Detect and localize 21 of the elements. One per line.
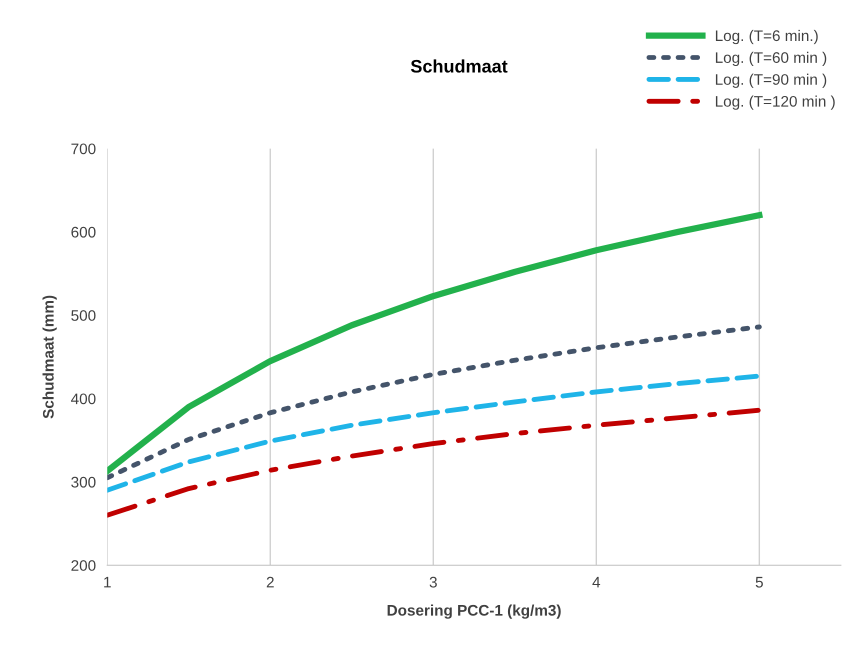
legend-label: Log. (T=60 min ) [716,52,826,66]
y-tick-label: 400 [71,393,96,404]
y-axis-title: Schudmaat (mm) [42,296,57,418]
line-series [107,408,762,518]
x-tick-label: 4 [592,576,600,588]
y-tick-label: 700 [71,143,96,154]
chart-title: Schudmaat [410,59,508,73]
x-axis-title: Dosering PCC-1 (kg/m3) [388,604,561,619]
line-series [107,374,762,493]
legend-label: Log. (T=6 min.) [716,30,818,44]
y-tick-label: 500 [71,310,96,321]
y-tick-label: 300 [71,476,96,488]
legend-label: Log. (T=90 min ) [716,74,826,88]
x-tick-label: 3 [430,576,437,588]
y-tick-label: 600 [71,226,96,238]
y-tick-label: 200 [71,560,96,571]
x-tick-label: 2 [266,576,274,588]
line-series [107,324,762,480]
x-tick-label: 1 [104,576,111,588]
legend-label: Log. (T=120 min ) [716,96,835,110]
x-tick-label: 5 [756,576,763,588]
